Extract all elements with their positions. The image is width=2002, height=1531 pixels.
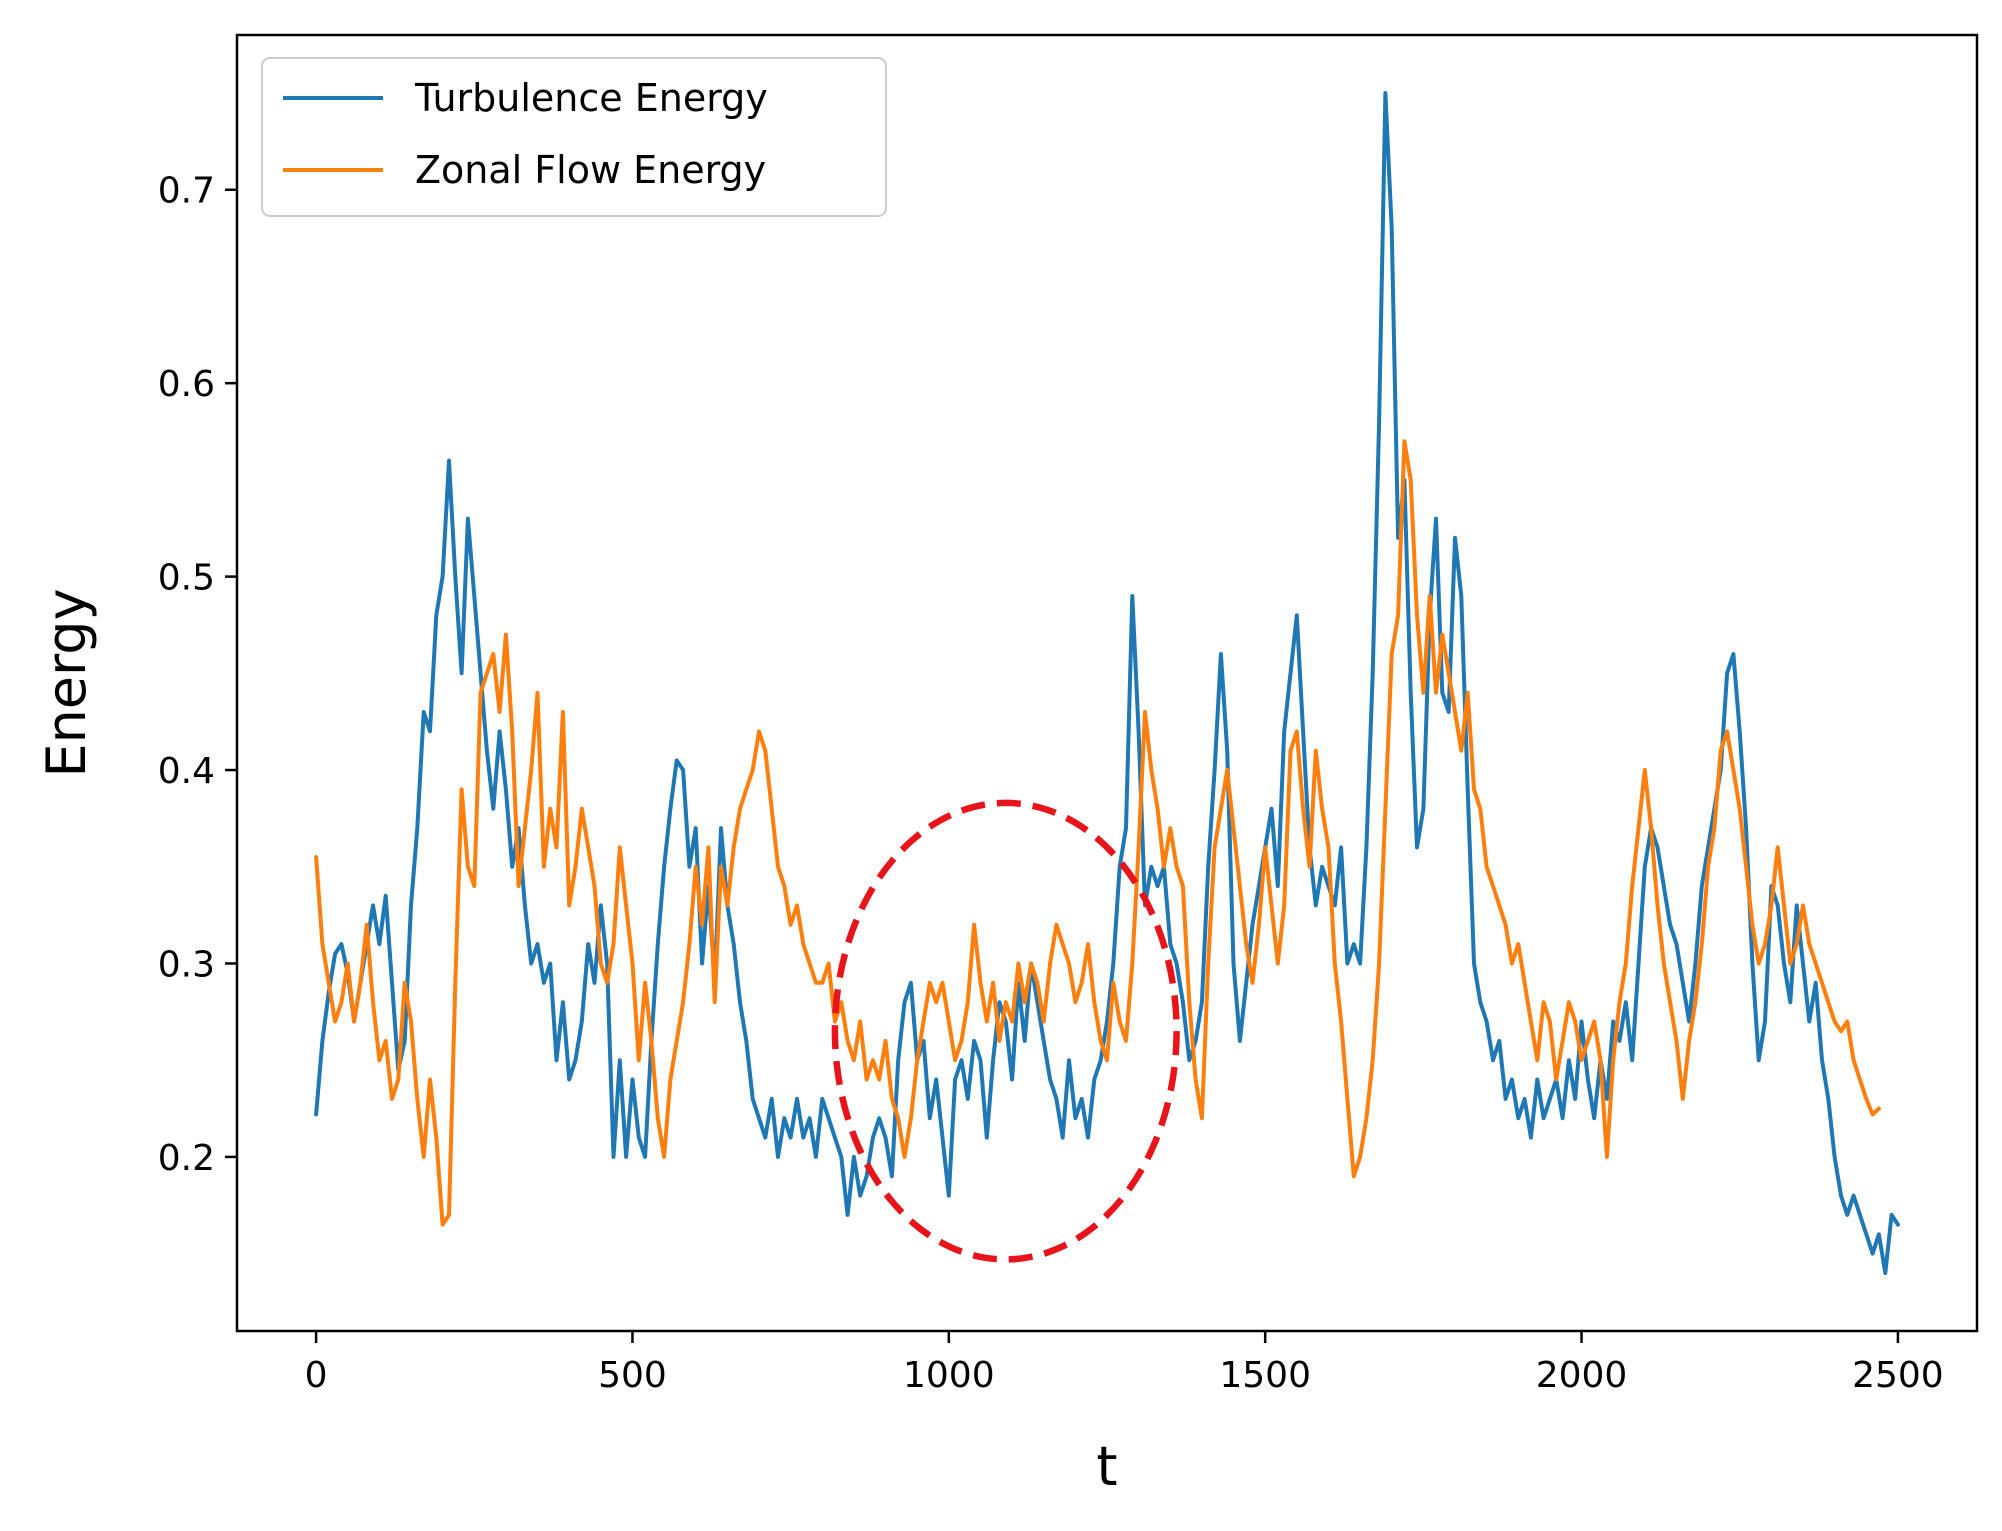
y-axis: 0.2 0.3 0.4 0.5 0.6 0.7 xyxy=(158,171,237,1179)
series-layer xyxy=(314,91,1900,1275)
series-line-zonal-flow-energy xyxy=(314,439,1881,1227)
x-tick-label: 1000 xyxy=(903,1355,995,1396)
x-axis: 0 500 1000 1500 2000 2500 xyxy=(305,1331,1944,1396)
x-tick-label: 0 xyxy=(305,1355,328,1396)
y-tick-label: 0.7 xyxy=(158,171,215,212)
series-line-turbulence-energy xyxy=(314,91,1900,1275)
plot-frame xyxy=(235,33,1979,1333)
legend: Turbulence Energy Zonal Flow Energy xyxy=(261,57,887,217)
y-tick-label: 0.2 xyxy=(158,1138,215,1179)
x-axis-label: t xyxy=(1096,1435,1117,1498)
legend-box xyxy=(261,57,887,217)
y-tick-label: 0.4 xyxy=(158,751,215,792)
x-tick-label: 1500 xyxy=(1219,1355,1311,1396)
y-tick-label: 0.3 xyxy=(158,944,215,985)
y-tick-label: 0.5 xyxy=(158,558,215,599)
highlight-ellipse xyxy=(831,799,1180,1263)
y-tick-label: 0.6 xyxy=(158,364,215,405)
x-tick-label: 2500 xyxy=(1852,1355,1944,1396)
plot-area xyxy=(237,35,1977,1331)
x-tick-label: 2000 xyxy=(1536,1355,1628,1396)
x-tick-label: 500 xyxy=(598,1355,667,1396)
y-axis-label: Energy xyxy=(35,588,98,777)
legend-label-turbulence: Turbulence Energy xyxy=(414,76,768,120)
legend-label-zonal-flow: Zonal Flow Energy xyxy=(415,148,766,192)
